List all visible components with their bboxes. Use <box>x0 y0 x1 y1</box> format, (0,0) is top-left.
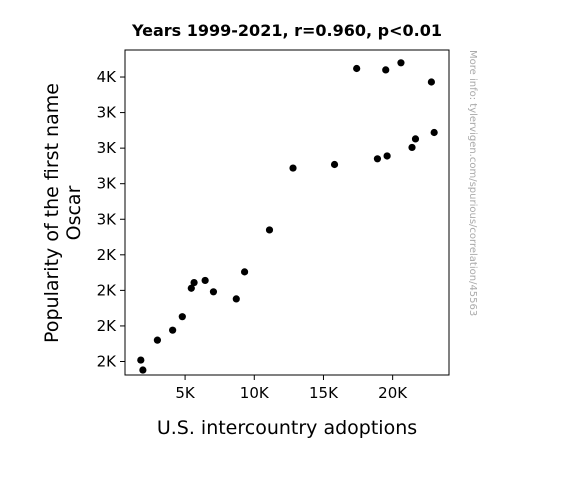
y-tick-label: 2K <box>97 281 118 299</box>
y-tick-label: 2K <box>97 352 118 370</box>
plot-area: 5K 10K 15K 20K 2K 2K 2K 2K 3K 3K 3K 3K 4K <box>97 49 450 402</box>
y-axis-label-line-1: Popularity of the first name <box>41 83 63 343</box>
data-point <box>169 326 177 334</box>
data-point <box>139 366 147 374</box>
x-axis-label: U.S. intercountry adoptions <box>157 417 417 439</box>
data-point <box>265 226 274 234</box>
data-point <box>427 78 435 86</box>
data-point <box>240 268 249 276</box>
data-point <box>209 288 218 296</box>
data-point <box>178 313 186 321</box>
y-tick-label: 3K <box>97 139 118 157</box>
data-point <box>232 295 240 303</box>
data-point <box>430 128 438 137</box>
data-point <box>382 66 390 74</box>
data-point <box>397 59 405 67</box>
data-point <box>373 155 382 163</box>
data-point <box>408 143 416 152</box>
data-point <box>353 64 361 73</box>
x-tick-label: 5K <box>175 384 196 402</box>
watermark-text: More info: tylervigen.com/spurious/corre… <box>467 50 478 316</box>
y-tick-label: 2K <box>97 317 118 335</box>
data-point <box>201 276 209 285</box>
y-tick-label: 3K <box>97 175 118 193</box>
y-axis: 2K 2K 2K 2K 3K 3K 3K 3K 4K <box>97 68 125 370</box>
chart-title: Years 1999-2021, r=0.960, p<0.01 <box>131 21 442 40</box>
y-tick-label: 3K <box>97 104 118 122</box>
y-axis-label: Popularity of the first name Oscar <box>41 83 85 343</box>
data-points <box>137 59 438 374</box>
x-tick-label: 20K <box>378 384 408 402</box>
data-point <box>411 135 420 143</box>
y-tick-label: 3K <box>97 210 118 228</box>
data-point <box>137 356 145 364</box>
data-point <box>383 152 391 160</box>
plot-frame <box>124 49 450 376</box>
data-point <box>190 278 198 287</box>
x-axis: 5K 10K 15K 20K <box>175 375 408 402</box>
data-point <box>153 336 162 344</box>
data-point <box>187 284 195 292</box>
data-point <box>330 160 339 169</box>
x-tick-label: 10K <box>240 384 270 402</box>
x-tick-label: 15K <box>309 384 339 402</box>
y-axis-label-line-2: Oscar <box>63 185 85 240</box>
y-tick-label: 2K <box>97 246 118 264</box>
y-tick-label: 4K <box>97 68 118 86</box>
data-point <box>289 164 297 172</box>
